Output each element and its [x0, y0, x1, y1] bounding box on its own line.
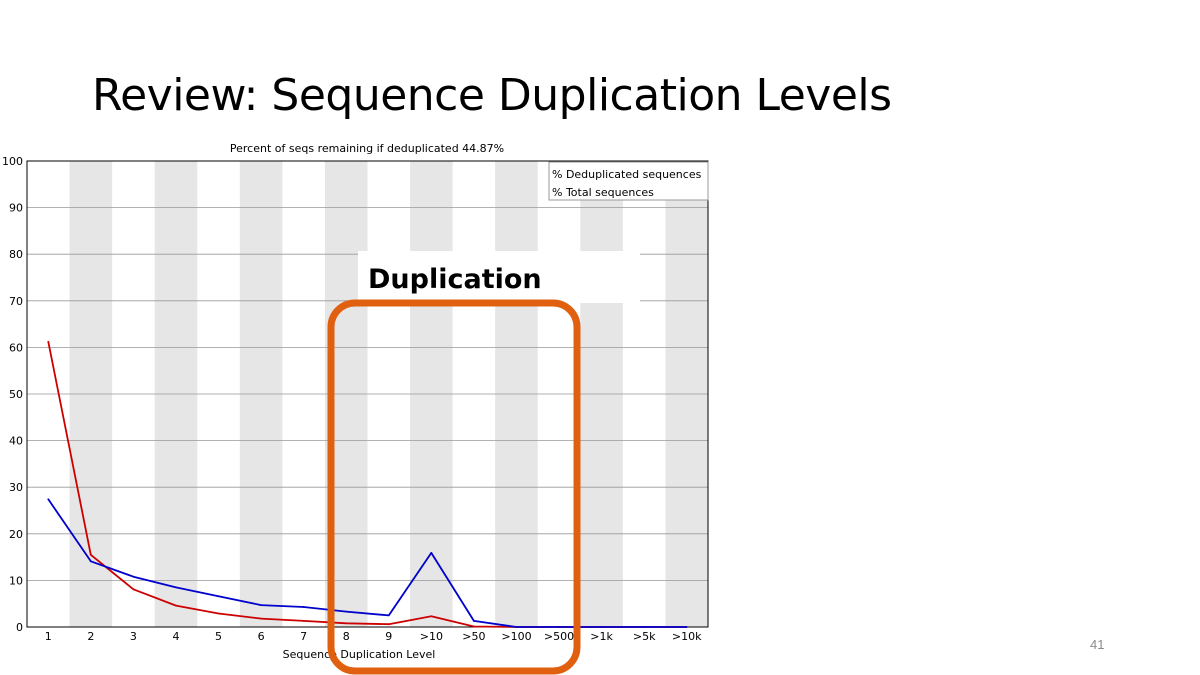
data-point [345, 622, 348, 625]
data-point [175, 586, 177, 589]
y-tick-label: 60 [9, 341, 23, 354]
data-point [302, 606, 305, 608]
data-point [132, 575, 135, 578]
legend-box [548, 161, 709, 201]
y-tick-label: 80 [9, 248, 23, 261]
annotation-label-background [358, 251, 640, 303]
data-point [132, 588, 135, 591]
x-tick-label: 6 [258, 630, 265, 643]
x-tick-label: 4 [172, 630, 179, 643]
duplication-annotation: Duplication [327, 251, 640, 675]
x-tick-label: >1k [590, 630, 613, 643]
y-tick-label: 10 [9, 574, 23, 587]
y-axis: 0 10 20 30 40 50 60 70 80 90 100 [2, 155, 23, 634]
legend: % Deduplicated sequences % Total sequenc… [548, 161, 709, 201]
x-tick-label: 9 [385, 630, 392, 643]
x-tick-label: >5k [633, 630, 656, 643]
data-point [260, 617, 262, 620]
y-tick-label: 50 [9, 388, 23, 401]
x-tick-label: >10k [672, 630, 702, 643]
x-tick-label: 3 [130, 630, 137, 643]
data-point [473, 620, 475, 622]
slide-number: 41 [1090, 637, 1105, 652]
data-point [47, 340, 50, 343]
x-axis-label: Sequence Duplication Level [283, 648, 436, 661]
legend-item-deduplicated: % Deduplicated sequences [552, 168, 702, 181]
data-point [260, 604, 262, 606]
legend-item-total: % Total sequences [552, 186, 654, 199]
annotation-label: Duplication [368, 264, 542, 295]
x-tick-label: 7 [300, 630, 307, 643]
data-point [600, 626, 603, 628]
data-point [302, 620, 305, 622]
x-tick-label: >50 [462, 630, 485, 643]
data-point [47, 498, 50, 501]
x-tick-label: >100 [501, 630, 531, 643]
x-tick-label: 5 [215, 630, 222, 643]
data-point [345, 610, 348, 613]
data-point [430, 552, 433, 554]
x-axis: 1 2 3 4 5 6 7 8 9 >10 >50 >100 >500 >1k >5k >10k [45, 630, 702, 643]
data-point [217, 612, 220, 615]
y-tick-label: 0 [16, 621, 23, 634]
plot-area [26, 160, 709, 628]
y-tick-label: 100 [2, 155, 23, 168]
data-point [387, 614, 390, 617]
data-point [643, 626, 646, 628]
y-tick-label: 70 [9, 295, 23, 308]
x-tick-label: 8 [343, 630, 350, 643]
data-point [89, 560, 92, 563]
data-point [175, 604, 177, 607]
x-tick-label: >10 [420, 630, 443, 643]
data-point [685, 626, 688, 628]
data-point [217, 595, 220, 598]
x-tick-label: 2 [87, 630, 94, 643]
data-point [515, 626, 518, 628]
slide-title: Review: Sequence Duplication Levels [92, 70, 892, 121]
y-tick-label: 30 [9, 481, 23, 494]
data-point [558, 626, 560, 628]
y-tick-label: 90 [9, 202, 23, 215]
data-point [387, 623, 390, 626]
chart-title: Percent of seqs remaining if deduplicate… [230, 142, 504, 155]
highlight-box [327, 299, 581, 675]
y-tick-label: 20 [9, 528, 23, 541]
x-tick-label: >500 [544, 630, 574, 643]
data-point [473, 625, 475, 628]
data-point [430, 615, 433, 618]
x-tick-label: 1 [45, 630, 52, 643]
data-point [89, 553, 92, 556]
y-tick-label: 40 [9, 435, 23, 448]
